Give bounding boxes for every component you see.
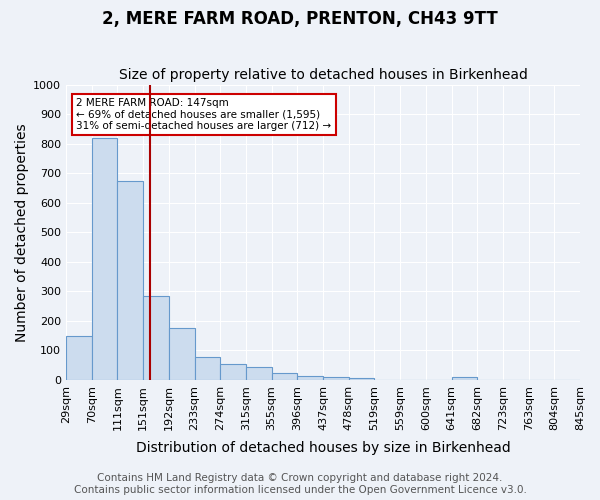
Bar — [220, 364, 246, 380]
Bar — [169, 328, 194, 380]
Bar — [143, 296, 169, 380]
Bar — [298, 376, 323, 380]
Bar — [118, 180, 143, 380]
Bar — [349, 378, 374, 380]
Bar — [323, 377, 349, 380]
Bar — [92, 138, 118, 380]
Text: 2, MERE FARM ROAD, PRENTON, CH43 9TT: 2, MERE FARM ROAD, PRENTON, CH43 9TT — [102, 10, 498, 28]
Bar — [246, 367, 272, 380]
Text: Contains HM Land Registry data © Crown copyright and database right 2024.
Contai: Contains HM Land Registry data © Crown c… — [74, 474, 526, 495]
Bar — [194, 357, 220, 380]
Text: 2 MERE FARM ROAD: 147sqm
← 69% of detached houses are smaller (1,595)
31% of sem: 2 MERE FARM ROAD: 147sqm ← 69% of detach… — [76, 98, 331, 131]
Title: Size of property relative to detached houses in Birkenhead: Size of property relative to detached ho… — [119, 68, 527, 82]
Bar — [66, 336, 92, 380]
Bar — [452, 377, 477, 380]
Y-axis label: Number of detached properties: Number of detached properties — [15, 123, 29, 342]
Bar — [272, 374, 298, 380]
X-axis label: Distribution of detached houses by size in Birkenhead: Distribution of detached houses by size … — [136, 441, 511, 455]
